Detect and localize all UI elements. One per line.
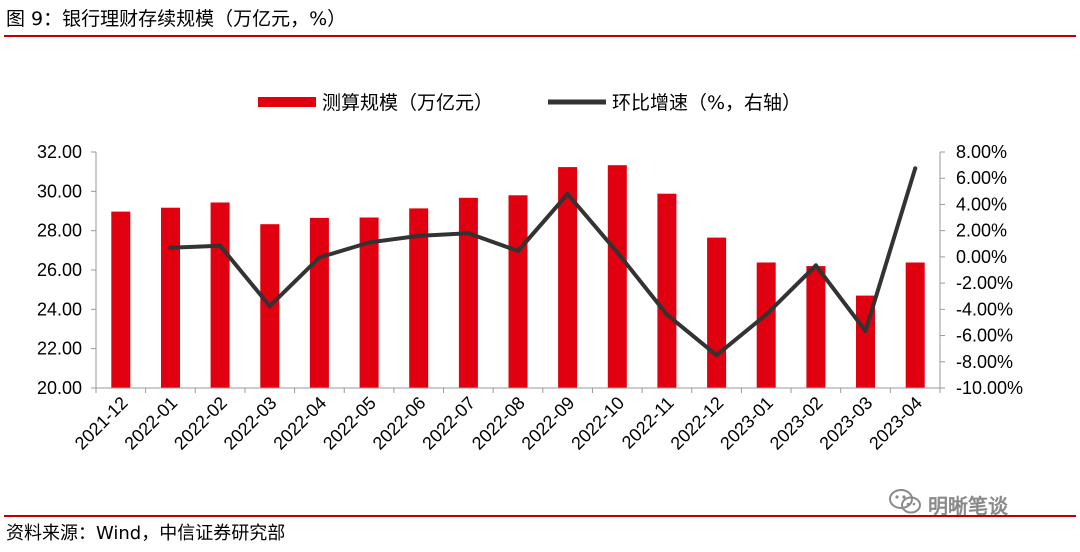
bar <box>806 266 826 388</box>
line-point <box>664 312 669 317</box>
line-point <box>615 250 620 255</box>
x-axis-label: 2023-03 <box>816 393 877 454</box>
x-axis-label: 2022-01 <box>120 393 181 454</box>
x-axis-label: 2022-08 <box>468 393 529 454</box>
right-axis-label: -6.00% <box>956 326 1013 346</box>
line-point <box>466 231 471 236</box>
x-axis-label: 2022-10 <box>567 393 628 454</box>
bar <box>905 262 925 388</box>
bar <box>161 207 180 388</box>
chart-legend: 测算规模（万亿元） 环比增速（%，右轴） <box>258 92 801 114</box>
bar <box>607 165 627 388</box>
x-axis-label: 2022-06 <box>369 393 430 454</box>
source-note: 资料来源：Wind，中信证券研究部 <box>6 523 286 544</box>
line-series <box>168 166 918 358</box>
figure-title: 图 9：银行理财存续规模（万亿元，%） <box>6 8 347 30</box>
bar <box>409 208 429 388</box>
bar <box>558 167 578 388</box>
left-axis-label: 22.00 <box>37 339 82 359</box>
line-point <box>218 243 223 248</box>
watermark: 明晰笔谈 <box>888 488 1008 521</box>
growth-line <box>168 166 918 358</box>
right-axis-label: 4.00% <box>956 194 1007 214</box>
bar <box>756 262 776 388</box>
line-point <box>267 304 272 309</box>
left-axis-label: 24.00 <box>37 299 82 319</box>
x-axis-label: 2022-09 <box>518 393 579 454</box>
right-axis-label: -10.00% <box>956 378 1023 398</box>
legend-label-line: 环比增速（%，右轴） <box>612 92 801 114</box>
right-axis-label: 0.00% <box>956 247 1007 267</box>
x-axis-label: 2023-02 <box>766 393 827 454</box>
footer-divider <box>4 515 1076 517</box>
line-point <box>764 312 769 317</box>
bar <box>458 197 478 388</box>
left-axis-label: 28.00 <box>37 221 82 241</box>
x-axis-label: 2022-05 <box>319 393 380 454</box>
right-axis-labels: -10.00% -8.00% -6.00% -4.00% -2.00% 0.00% 2.00… <box>956 142 1023 398</box>
right-axis-label: 8.00% <box>956 142 1007 162</box>
right-axis-label: 6.00% <box>956 168 1007 188</box>
x-axis-label: 2022-12 <box>667 393 728 454</box>
bar <box>707 237 727 388</box>
line-point <box>863 329 868 333</box>
title-divider <box>4 35 1076 37</box>
x-axis-label: 2022-02 <box>170 393 231 454</box>
x-axis-label: 2022-07 <box>418 393 479 454</box>
bar <box>309 217 329 388</box>
bar <box>657 193 677 388</box>
x-axis-label: 2021-12 <box>71 393 132 454</box>
x-axis-labels: 2021-122022-012022-022022-032022-042022-… <box>71 393 926 454</box>
left-axis-label: 32.00 <box>37 142 82 162</box>
wechat-icon <box>888 488 922 521</box>
line-point <box>168 245 173 250</box>
x-axis-label: 2023-04 <box>865 393 926 454</box>
line-point <box>367 240 372 245</box>
bar <box>359 217 379 388</box>
x-axis-label: 2022-03 <box>220 393 281 454</box>
left-axis-label: 30.00 <box>37 181 82 201</box>
line-point <box>516 249 520 253</box>
left-axis-label: 20.00 <box>37 378 82 398</box>
watermark-text: 明晰笔谈 <box>928 494 1008 518</box>
line-point <box>913 166 918 171</box>
legend-swatch-bar <box>258 97 316 107</box>
left-axis-label: 26.00 <box>37 260 82 280</box>
line-point <box>714 353 719 358</box>
x-axis-label: 2023-01 <box>716 393 777 454</box>
right-axis-label: -8.00% <box>956 352 1013 372</box>
right-axis-label: -2.00% <box>956 273 1013 293</box>
line-point <box>813 263 818 268</box>
left-axis-labels: 20.00 22.00 24.00 26.00 28.00 30.00 32.00 <box>37 142 82 398</box>
chart-axes <box>91 151 945 393</box>
bar <box>210 202 230 388</box>
x-axis-label: 2022-11 <box>618 393 678 453</box>
x-axis-label: 2022-04 <box>269 393 330 454</box>
bar <box>508 195 528 388</box>
line-point <box>416 233 421 238</box>
right-axis-label: -4.00% <box>956 299 1013 319</box>
bar <box>111 211 131 388</box>
line-point <box>565 192 570 196</box>
line-point <box>317 255 322 260</box>
legend-label-bar: 测算规模（万亿元） <box>322 92 493 114</box>
right-axis-label: 2.00% <box>956 221 1007 241</box>
